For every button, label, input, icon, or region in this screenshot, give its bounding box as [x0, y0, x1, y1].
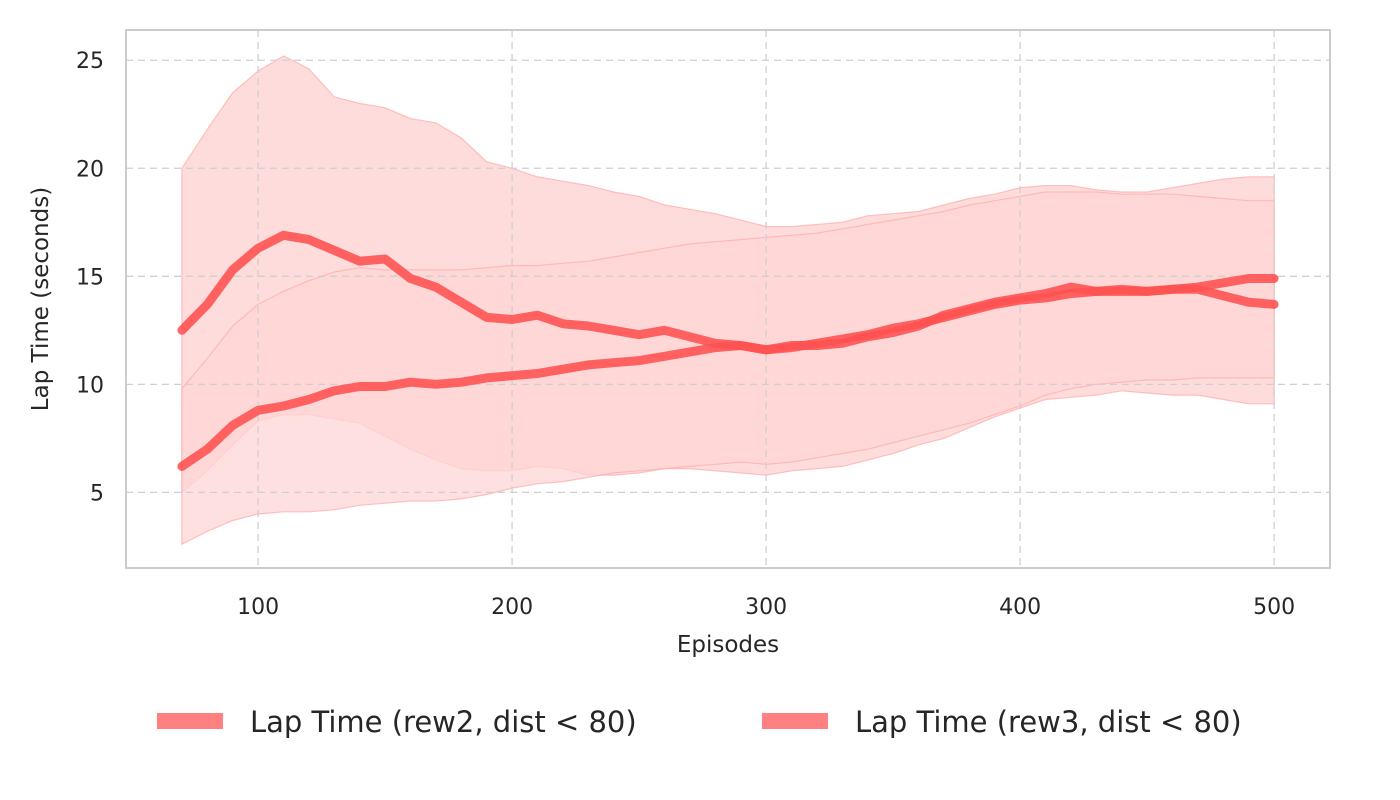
y-tick-label-25: 25 [76, 49, 104, 74]
legend-label-rew2: Lap Time (rew2, dist < 80) [250, 705, 637, 739]
legend: Lap Time (rew2, dist < 80) Lap Time (rew… [157, 705, 1242, 739]
x-tick-label-200: 200 [491, 595, 533, 620]
plot-frame [125, 29, 1331, 569]
x-tick-label-400: 400 [999, 595, 1041, 620]
legend-patch-rew3 [762, 713, 828, 729]
y-axis-label: Lap Time (seconds) [28, 187, 54, 411]
y-axis-ticks: 5 10 15 20 25 [76, 49, 104, 506]
y-tick-label-5: 5 [90, 481, 104, 506]
legend-patch-rew2 [157, 713, 223, 729]
legend-label-rew3: Lap Time (rew3, dist < 80) [855, 705, 1242, 739]
y-tick-label-10: 10 [76, 373, 104, 398]
confidence-bands [181, 55, 1275, 546]
x-axis-label: Episodes [677, 632, 779, 658]
series-lines [177, 230, 1279, 471]
x-tick-label-500: 500 [1253, 595, 1295, 620]
grid-lines [126, 30, 1330, 568]
line-series-2 [177, 274, 1279, 471]
y-tick-label-15: 15 [76, 265, 104, 290]
band-series-2 [181, 191, 1275, 546]
y-tick-label-20: 20 [76, 157, 104, 182]
x-tick-label-100: 100 [237, 595, 279, 620]
x-tick-label-300: 300 [745, 595, 787, 620]
x-axis-ticks: 100 200 300 400 500 [237, 595, 1295, 620]
